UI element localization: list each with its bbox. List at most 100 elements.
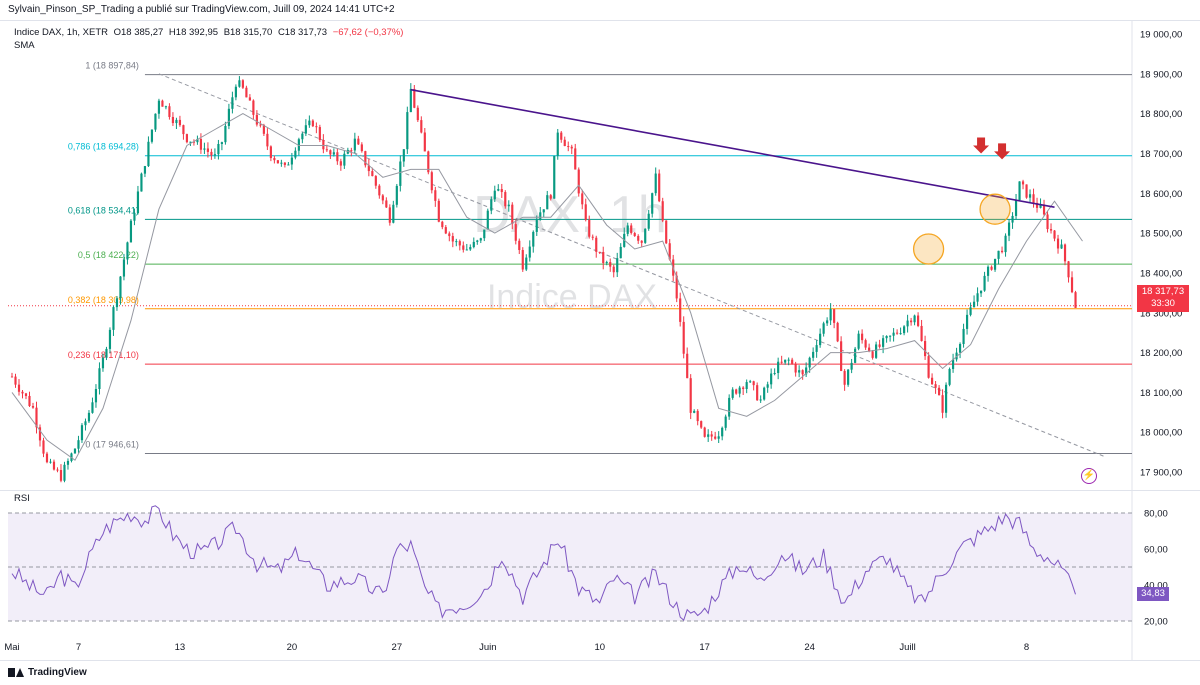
candle-body	[532, 231, 535, 247]
candle-body	[385, 200, 388, 208]
candle-body	[598, 251, 601, 253]
candle-body	[14, 376, 17, 385]
lightning-icon[interactable]: ⚡	[1081, 468, 1097, 484]
price-change: −67,62 (−0,37%)	[332, 27, 404, 38]
candle-body	[381, 195, 384, 201]
candle-body	[1025, 184, 1028, 198]
candle-body	[276, 160, 279, 164]
candle-body	[143, 166, 147, 174]
candle-body	[546, 195, 549, 210]
candle-body	[969, 307, 972, 315]
candle-body	[360, 144, 363, 152]
candle-body	[983, 275, 986, 291]
candle-body	[168, 106, 171, 117]
candle-body	[66, 460, 70, 465]
candle-body	[976, 293, 979, 302]
rsi-tick-label: 20,00	[1144, 617, 1168, 628]
candle-body	[728, 397, 731, 417]
candle-body	[749, 381, 752, 383]
candle-body	[784, 359, 787, 363]
candle-body	[437, 200, 440, 222]
candle-body	[77, 440, 80, 449]
candle-body	[714, 436, 717, 439]
candle-body	[161, 100, 164, 107]
candle-body	[290, 157, 293, 165]
last-price-value: 18 317,73	[1141, 286, 1185, 297]
candle-body	[511, 204, 514, 225]
highlight-circle	[979, 193, 1011, 225]
candle-body	[770, 373, 773, 385]
candle-body	[273, 158, 276, 161]
candle-body	[301, 133, 304, 140]
candle-body	[378, 185, 381, 196]
candle-body	[469, 247, 472, 250]
candle-body	[500, 189, 503, 193]
candle-body	[42, 440, 45, 454]
candle-body	[504, 192, 507, 207]
candle-body	[476, 240, 479, 242]
candle-body	[731, 389, 734, 398]
candle-body	[965, 314, 969, 329]
candle-body	[157, 100, 161, 114]
candle-body	[570, 146, 573, 149]
candle-body	[353, 138, 356, 151]
candle-body	[1042, 204, 1046, 215]
candle-body	[518, 240, 521, 251]
pane-separator	[0, 490, 1200, 491]
time-tick-label: Juill	[899, 642, 915, 653]
candle-body	[689, 378, 692, 413]
candle-body	[777, 361, 780, 373]
candle-body	[1074, 292, 1077, 308]
candle-body	[993, 258, 997, 270]
candle-body	[752, 381, 755, 386]
candle-body	[115, 298, 119, 308]
candle-body	[87, 412, 91, 422]
time-tick-label: Mai	[4, 642, 19, 653]
candle-body	[304, 125, 307, 134]
candle-body	[486, 210, 489, 230]
candle-body	[927, 356, 930, 378]
candle-body	[1014, 200, 1018, 216]
candle-body	[1053, 230, 1056, 239]
sma-indicator-label[interactable]: SMA	[14, 40, 35, 51]
candle-body	[958, 344, 962, 353]
time-tick-label: Juin	[479, 642, 496, 653]
candle-body	[357, 138, 360, 145]
candle-body	[1046, 214, 1049, 230]
price-tick-label: 18 400,00	[1140, 268, 1182, 279]
candle-body	[787, 359, 790, 361]
candle-body	[647, 213, 650, 229]
tradingview-logo[interactable]: TradingView	[8, 667, 87, 678]
candle-body	[675, 275, 678, 299]
candle-body	[35, 407, 38, 428]
candle-body	[605, 262, 608, 264]
candle-body	[906, 320, 909, 327]
candle-body	[801, 370, 804, 375]
candle-body	[406, 112, 409, 150]
candle-body	[164, 106, 168, 108]
candle-body	[798, 370, 801, 373]
rsi-indicator-label[interactable]: RSI	[14, 493, 30, 504]
candle-body	[98, 368, 101, 389]
candle-body	[539, 212, 542, 221]
candle-body	[392, 204, 395, 223]
candle-body	[766, 384, 769, 388]
candle-body	[196, 138, 199, 143]
candle-body	[224, 125, 227, 143]
candle-body	[329, 150, 332, 155]
candle-body	[661, 201, 664, 221]
candle-body	[819, 333, 822, 346]
candle-body	[630, 225, 633, 234]
candle-body	[462, 245, 465, 250]
candle-body	[1004, 235, 1007, 253]
candle-body	[1049, 229, 1053, 231]
candle-body	[311, 120, 314, 127]
candle-body	[847, 369, 850, 385]
candle-body	[934, 384, 937, 388]
candle-body	[1039, 204, 1042, 208]
candle-body	[105, 348, 108, 358]
candle-body	[423, 132, 426, 152]
candle-body	[28, 395, 31, 406]
ohlc-open: O18 385,27	[113, 27, 164, 38]
